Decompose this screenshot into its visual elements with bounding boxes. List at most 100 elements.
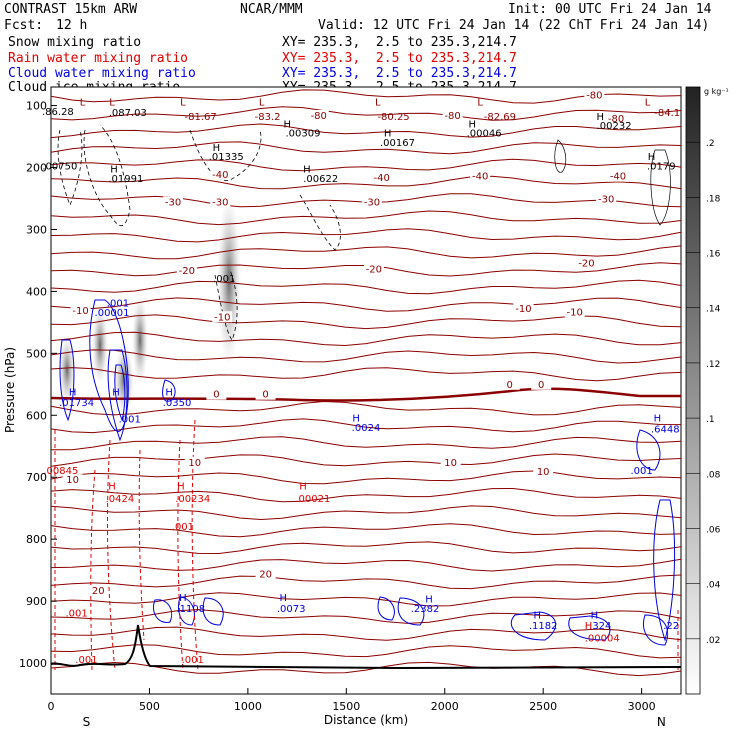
temperature-label: -10 (214, 312, 230, 323)
extremum-label: .001 (65, 609, 87, 620)
extremum-label: H (597, 112, 605, 123)
temp-label-bg (584, 89, 605, 101)
snow-contour (57, 129, 83, 207)
extremum-label: -83.2 (255, 112, 281, 123)
extremum-label: .0073 (277, 604, 306, 615)
colorbar-tick-label: .06 (706, 525, 721, 535)
cloud-contour (510, 611, 557, 641)
extrema-labels: L.86.28L.087.03L-81.67L-83.2L-80.25L-82.… (42, 98, 680, 666)
extremum-label: .001 (119, 415, 141, 426)
temp-label-bg (163, 196, 184, 208)
y-tick-label: 300 (26, 223, 47, 236)
extremum-label: H (179, 593, 187, 604)
extremum-label: .00167 (380, 138, 415, 149)
rain-contour (107, 439, 116, 671)
temperature-label: -40 (610, 172, 626, 183)
y-tick-label: 600 (26, 409, 47, 422)
y-tick-label: 1000 (19, 657, 47, 670)
x-tick-label: 1000 (234, 700, 262, 713)
colorbar-unit: g kg⁻¹ (704, 87, 729, 96)
legend-cloud-water-xy: XY= 235.3, 2.5 to 235.3,214.7 (282, 66, 517, 81)
temp-label-bg (531, 378, 552, 390)
cloud-water-contours (59, 299, 676, 646)
x-tick-label: 2000 (431, 700, 459, 713)
y-axis-label: Pressure (hPa) (3, 347, 17, 433)
snow-contour (214, 269, 238, 341)
extremum-label: .00232 (597, 121, 632, 132)
extremum-label: H (303, 164, 311, 175)
y-axis: 100 200 300 400 500 600 700 800 900 1000 (19, 100, 57, 670)
temperature-label: -30 (598, 195, 614, 206)
extremum-label: .001 (182, 655, 204, 666)
temperature-label: -20 (179, 266, 195, 277)
temp-label-bg (62, 474, 83, 486)
extremum-label: H (280, 593, 288, 604)
temperature-contour (50, 541, 682, 555)
snow-contour (189, 129, 262, 181)
temp-label-bg (210, 196, 231, 208)
extremum-label: .0179 (647, 161, 676, 172)
extremum-label: .00845 (43, 466, 78, 477)
temp-label-bg (88, 585, 109, 597)
temperature-contour (50, 175, 682, 190)
temperature-label: -40 (212, 170, 228, 181)
temp-label-bg (564, 306, 585, 318)
cloud-ice-contours (554, 139, 671, 226)
extremum-label: -84.1 (654, 108, 680, 119)
legend-snow-label: Snow mixing ratio (8, 35, 142, 50)
colorbar-tick-label: .08 (706, 470, 721, 480)
y-tick-label: 500 (26, 347, 47, 360)
temp-label-bg (596, 193, 617, 205)
model-title: CONTRAST 15km ARW (4, 2, 138, 17)
y-tick-label: 700 (26, 471, 47, 484)
temp-label-bg (255, 388, 276, 400)
temperature-labels: -80 -80 -80 -80 -40 -40 -40 -40 -30 -30 -30 -30 -20 -… (62, 89, 628, 597)
cloud-contour (653, 499, 676, 642)
temperature-label: -30 (364, 198, 380, 209)
extremum-label: .001 (75, 655, 97, 666)
temperature-contour (50, 228, 682, 243)
temperature-contour (50, 523, 682, 538)
temperature-contour (50, 297, 682, 312)
extremum-label: H (591, 610, 599, 621)
extremum-label: -80.25 (377, 112, 409, 123)
extremum-label: H (299, 482, 307, 493)
snow-contour (83, 124, 131, 227)
temperature-label: 10 (188, 458, 201, 469)
temperature-contour (50, 141, 682, 155)
legend-rain-label: Rain water mixing ratio (8, 51, 189, 66)
extremum-label: H (112, 387, 120, 398)
forecast-label: Fcst: (4, 18, 44, 33)
colorbar-tick-label: .14 (706, 305, 721, 315)
temperature-contour (50, 331, 682, 347)
ice-contour (554, 139, 567, 173)
extremum-label: H (534, 610, 542, 621)
cloud-contour (636, 429, 661, 471)
rain-contours (54, 419, 679, 671)
extremum-label: .22 (663, 621, 679, 632)
init-time: Init: 00 UTC Fri 24 Jan 14 (508, 2, 712, 17)
temp-label-bg (361, 196, 382, 208)
temperature-contour (50, 644, 682, 659)
temp-label-bg (513, 303, 534, 315)
temp-label-bg (70, 305, 91, 317)
extremum-label: H (108, 482, 116, 493)
x-tick-label: 2500 (529, 700, 557, 713)
extremum-label: H (384, 129, 392, 140)
temperature-label: -80 (586, 91, 602, 102)
temperature-label: 20 (259, 569, 272, 580)
x-axis: 0 500 1000 1500 2000 2500 3000 (48, 688, 656, 713)
temperature-contour (50, 609, 682, 624)
valid-time: Valid: 12 UTC Fri 24 Jan 14 (22 ChT Fri … (318, 18, 710, 33)
temp-label-bg (440, 456, 461, 468)
extremum-label: .001 (172, 522, 194, 533)
cloud-contour (59, 339, 75, 422)
direction-label: S (83, 715, 91, 729)
temp-label-bg (176, 264, 197, 276)
temperature-label: -40 (374, 173, 390, 184)
extremum-label: .324 (589, 621, 611, 632)
temp-label-bg (470, 170, 491, 182)
temperature-contour (50, 89, 682, 104)
extremum-label: L (477, 98, 483, 109)
